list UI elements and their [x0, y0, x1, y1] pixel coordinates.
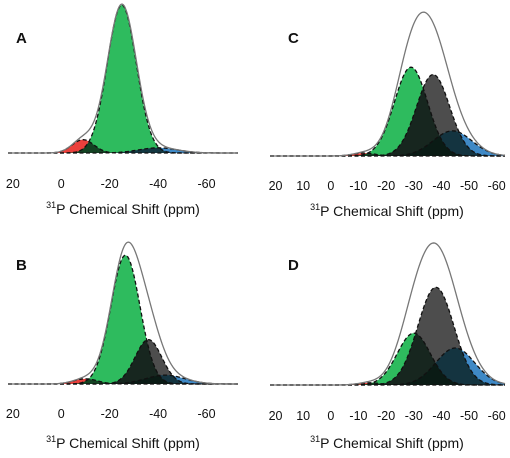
x-tick-label-c-3: -10 — [349, 179, 367, 193]
panel-letter-c: C — [288, 30, 299, 47]
x-axis-label-sup-b: 31 — [46, 434, 56, 444]
x-axis-label-c: 31P Chemical Shift (ppm) — [310, 202, 464, 219]
overlap-d-3-4 — [270, 348, 505, 385]
x-tick-label-c-2: 0 — [327, 179, 334, 193]
x-tick-label-a-1: 0 — [58, 177, 65, 191]
overlap-c-3-4 — [270, 130, 505, 156]
x-tick-label-b-0: 20 — [6, 407, 20, 421]
x-tick-label-d-5: -30 — [405, 409, 423, 423]
x-tick-label-d-0: 20 — [269, 409, 283, 423]
x-tick-label-a-3: -40 — [149, 177, 167, 191]
panel-letter-b: B — [16, 257, 27, 274]
chart-panel-c: C 20 10 0 -10 -20 -30 -40 -50 -60 31P Chemical Shi… — [269, 11, 506, 219]
x-tick-label-c-8: -60 — [488, 179, 506, 193]
x-axis-label-sup-d: 31 — [310, 434, 320, 444]
envelope-line-a — [8, 3, 238, 154]
series-fill-b-2 — [8, 255, 238, 384]
envelope-line-b — [8, 241, 238, 385]
x-tick-label-c-7: -50 — [460, 179, 478, 193]
x-tick-label-d-3: -10 — [349, 409, 367, 423]
x-axis-label-text-c: P Chemical Shift (ppm) — [320, 203, 464, 219]
series-fill-a-2 — [8, 5, 238, 153]
x-tick-label-d-8: -60 — [488, 409, 506, 423]
x-tick-label-d-1: 10 — [296, 409, 310, 423]
panel-letter-d: D — [288, 257, 299, 274]
x-tick-label-b-3: -40 — [149, 407, 167, 421]
series-outline-b-3 — [8, 338, 238, 385]
series-outline-b-2 — [8, 254, 238, 385]
x-tick-label-b-2: -20 — [101, 407, 119, 421]
x-axis-label-text-d: P Chemical Shift (ppm) — [320, 435, 464, 451]
chart-panel-d: D 20 10 0 -10 -20 -30 -40 -50 -60 31P Chemical Shi… — [269, 242, 506, 451]
x-axis-label-text-b: P Chemical Shift (ppm) — [56, 435, 200, 451]
x-tick-label-a-0: 20 — [6, 177, 20, 191]
x-tick-label-d-7: -50 — [460, 409, 478, 423]
chart-panel-b: B 20 0 -20 -40 -60 31P Chemical Shift (ppm) — [6, 241, 238, 451]
chart-panel-a: A 20 0 -20 -40 -60 31P Chemical Shift (ppm) — [6, 3, 238, 217]
x-tick-label-c-6: -40 — [432, 179, 450, 193]
x-axis-label-sup-c: 31 — [310, 202, 320, 212]
x-tick-label-a-4: -60 — [197, 177, 215, 191]
x-axis-label-text-a: P Chemical Shift (ppm) — [56, 201, 200, 217]
x-tick-label-c-1: 10 — [296, 179, 310, 193]
x-axis-label-b: 31P Chemical Shift (ppm) — [46, 434, 200, 451]
envelope-line-d — [270, 242, 506, 386]
x-tick-label-c-4: -20 — [377, 179, 395, 193]
series-fill-c-2 — [270, 67, 505, 156]
x-tick-label-b-1: 0 — [58, 407, 65, 421]
x-axis-label-sup-a: 31 — [46, 200, 56, 210]
x-axis-label-d: 31P Chemical Shift (ppm) — [310, 434, 464, 451]
panel-letter-a: A — [16, 30, 27, 47]
x-tick-label-d-6: -40 — [432, 409, 450, 423]
x-tick-label-d-4: -20 — [377, 409, 395, 423]
x-tick-label-a-2: -20 — [101, 177, 119, 191]
x-tick-label-c-5: -30 — [405, 179, 423, 193]
x-tick-label-b-4: -60 — [197, 407, 215, 421]
x-axis-label-a: 31P Chemical Shift (ppm) — [46, 200, 200, 217]
envelope-line-c — [270, 11, 506, 157]
x-tick-label-d-2: 0 — [327, 409, 334, 423]
series-fill-d-2 — [270, 333, 505, 385]
series-fill-a-3 — [8, 147, 238, 153]
x-tick-label-c-0: 20 — [269, 179, 283, 193]
